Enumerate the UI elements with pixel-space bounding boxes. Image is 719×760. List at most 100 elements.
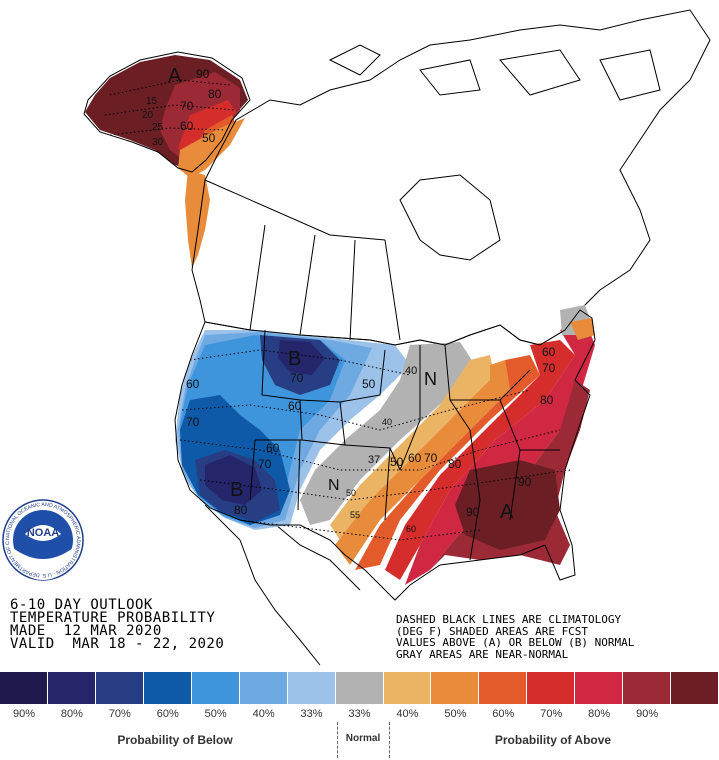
alaska-clim-30: 30 [152,137,164,148]
colorbar-swatch [0,672,48,704]
iso-n-40b: 40 [382,417,392,427]
note-line-4: GRAY AREAS ARE NEAR-NORMAL [396,647,569,661]
percent-label: 60% [492,708,515,720]
colorbar-swatch [335,672,384,704]
percent-label: 70% [108,708,131,720]
colorbar-swatch [575,672,624,704]
above-80 [405,320,595,585]
above-40 [330,355,495,540]
normal-divider-right [389,722,390,758]
canada-province-1 [204,179,386,241]
above-70 [385,340,575,580]
percent-label: 50% [204,708,227,720]
iso-ne-60: 60 [542,345,556,359]
outlook-subtitle: TEMPERATURE PROBABILITY [10,610,216,626]
clim-37: 37 [368,454,380,466]
colorbar-swatch [287,672,336,704]
colorbar-swatch [383,672,432,704]
conus-shading [175,305,595,585]
iso-west-70: 70 [186,415,200,429]
outlook-valid-dates: VALID MAR 18 - 22, 2020 [10,636,225,652]
clim-55: 55 [350,510,360,520]
colorbar-swatch [671,672,719,704]
noaa-logo-text: NOAA [27,527,59,539]
iso-mid-70: 70 [258,457,272,471]
forecast-map: A 90 80 70 60 50 15 20 25 30 B 70 60 50 … [2,9,711,666]
normal-label-south: N [328,477,340,494]
colorbar-swatch [479,672,528,704]
canada-province-2 [249,224,266,331]
iso-north-60: 60 [288,399,302,413]
percent-label: 40% [396,708,419,720]
canada-province-3 [299,234,316,336]
alaska-iso-70: 70 [180,99,194,113]
canada-province-5 [384,239,401,341]
alaska-iso-90: 90 [196,67,210,81]
alaska-iso-80: 80 [208,87,222,101]
colorbar-swatch [623,672,672,704]
arctic-islands [328,44,661,101]
below-legend-title: Probability of Below [117,733,233,747]
iso-a-80: 80 [448,457,462,471]
iso-a-60: 60 [408,451,422,465]
probability-colorbar [0,672,719,704]
map-labels: A 90 80 70 60 50 15 20 25 30 B 70 60 50 … [142,65,556,534]
iso-se-90: 90 [518,475,532,489]
alaska-region [85,55,248,268]
percent-label: 40% [252,708,275,720]
outlook-info: 6-10 DAY OUTLOOK TEMPERATURE PROBABILITY… [10,598,225,652]
percent-label: 80% [60,708,83,720]
colorbar-swatch [527,672,576,704]
iso-n-50: 50 [346,488,356,498]
normal-legend-title: Normal [345,733,381,744]
legend-notes: DASHED BLACK LINES ARE CLIMATOLOGY (DEG … [396,614,634,660]
above-90-core [455,460,560,550]
canada-outline [191,9,711,346]
normal-label-north: N [424,369,437,389]
note-line-1: DASHED BLACK LINES ARE CLIMATOLOGY [396,613,622,626]
north-below-label: B [288,348,301,370]
above-legend-title: Probability of Above [494,733,612,747]
percent-label: 50% [444,708,467,720]
percent-label: 33% [300,708,323,720]
alaska-iso-60: 60 [180,119,194,133]
below-90-south [205,455,262,505]
note-line-3: VALUES ABOVE (A) OR BELOW (B) NORMAL [396,636,635,649]
colorbar-swatch [239,672,288,704]
iso-n-40: 40 [405,365,417,377]
percent-label: 80% [588,708,611,720]
above-60 [355,355,540,570]
percent-label: 70% [540,708,563,720]
normal-divider-left [337,722,338,758]
south-below-label: B [230,479,243,501]
mexico-outline [204,504,361,666]
alaska-clim-25: 25 [152,122,164,133]
iso-a-60c: 60 [406,524,416,534]
iso-a-50: 50 [390,455,404,469]
alaska-coast [83,51,251,173]
iso-ne-70: 70 [542,361,556,375]
iso-north-50: 50 [362,377,376,391]
iso-west-60: 60 [186,377,200,391]
ne-above-cap [570,318,595,340]
percent-label: 90% [636,708,659,720]
probability-percent-labels: 90% 80% 70% 60% 50% 40% 33% 33% 40% 50% 60% 70% 80% 9… [0,708,719,722]
note-line-2: (DEG F) SHADED AREAS ARE FCST [396,624,589,638]
alaska-clim-15: 15 [146,96,158,107]
colorbar-swatch [47,672,96,704]
iso-se-90b: 90 [466,505,480,519]
iso-ne-80: 80 [540,393,554,407]
colorbar-swatch [95,672,144,704]
south-above-label: A [500,501,514,523]
outlook-made-date: MADE 12 MAR 2020 [10,623,162,639]
percent-label: 60% [156,708,179,720]
colorbar-swatch [191,672,240,704]
colorbar-swatch [431,672,480,704]
above-50 [335,360,510,565]
iso-south-80: 80 [234,503,248,517]
percent-label: 33% [348,708,371,720]
iso-a-70: 70 [424,451,438,465]
percent-label: 90% [12,708,35,720]
alaska-clim-20: 20 [142,110,154,121]
hudson-bay [399,174,501,261]
